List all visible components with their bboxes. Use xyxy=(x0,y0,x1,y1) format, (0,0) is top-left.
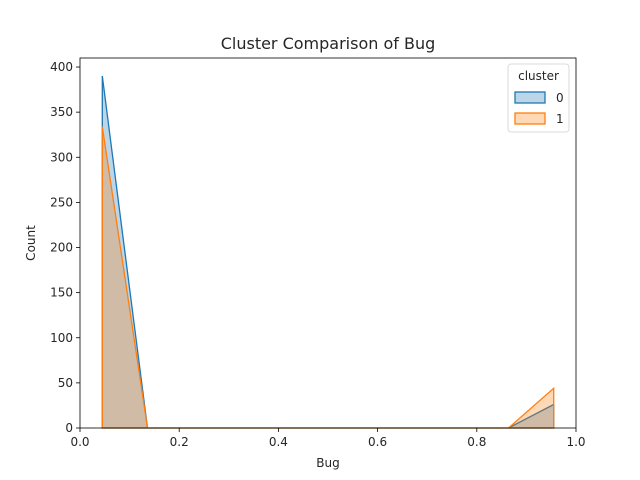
y-tick-label: 350 xyxy=(50,105,73,119)
legend-title: cluster xyxy=(518,69,559,83)
x-tick-label: 0.4 xyxy=(269,435,288,449)
y-axis-label: Count xyxy=(24,225,38,261)
legend-label-0: 0 xyxy=(556,91,564,105)
y-tick-label: 100 xyxy=(50,331,73,345)
y-tick-label: 400 xyxy=(50,60,73,74)
legend: cluster 01 xyxy=(507,63,570,133)
plot-area xyxy=(101,75,555,429)
x-tick-label: 0.8 xyxy=(467,435,486,449)
chart-title: Cluster Comparison of Bug xyxy=(221,34,436,53)
x-tick-label: 1.0 xyxy=(566,435,585,449)
y-tick-label: 0 xyxy=(65,421,73,435)
legend-items: 01 xyxy=(514,91,564,126)
y-tick-label: 200 xyxy=(50,241,73,255)
x-tick-label: 0.6 xyxy=(368,435,387,449)
legend-swatch-1 xyxy=(514,112,546,125)
x-axis-ticks: 0.0 0.2 0.4 0.6 0.8 1.0 xyxy=(70,428,586,449)
x-tick-label: 0.0 xyxy=(70,435,89,449)
x-axis-label: Bug xyxy=(316,456,339,470)
y-tick-label: 50 xyxy=(58,376,73,390)
y-tick-label: 300 xyxy=(50,150,73,164)
y-tick-label: 250 xyxy=(50,195,73,209)
plot-frame xyxy=(79,57,577,429)
legend-box xyxy=(507,63,570,133)
legend-label-1: 1 xyxy=(556,112,564,126)
series-1-area xyxy=(101,126,555,429)
series-0-area xyxy=(101,75,555,429)
y-axis-ticks: 0 50 100 150 200 250 300 350 400 xyxy=(50,60,80,435)
x-tick-label: 0.2 xyxy=(170,435,189,449)
legend-swatch-0 xyxy=(514,91,546,104)
y-tick-label: 150 xyxy=(50,286,73,300)
